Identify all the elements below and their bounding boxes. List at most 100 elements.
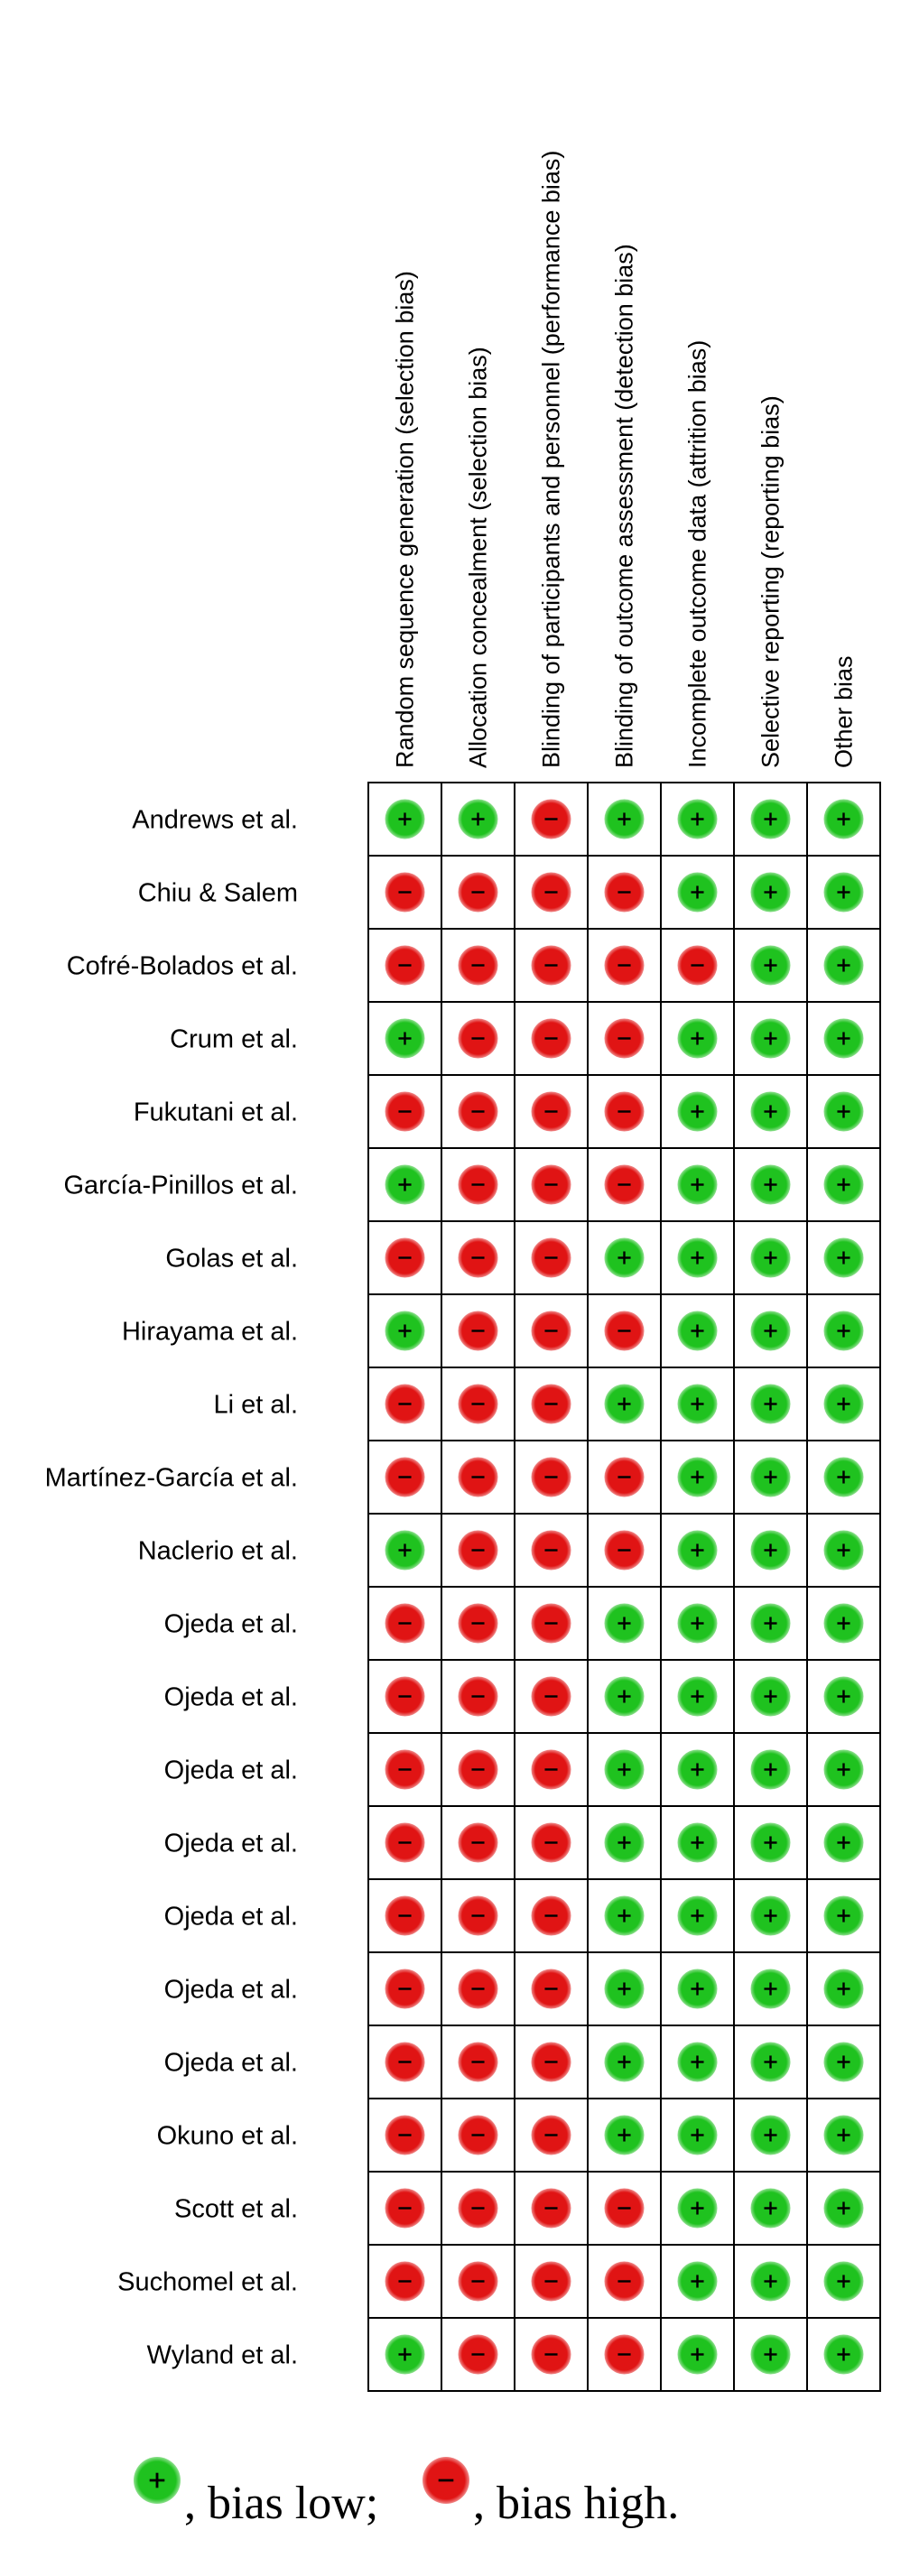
low-risk-mark: [385, 2334, 425, 2375]
high-risk-mark: [531, 1237, 571, 1278]
high-risk-mark: [604, 1311, 645, 1351]
low-risk-mark: [677, 1603, 718, 1644]
study-label: Ojeda et al.: [164, 1903, 298, 1932]
high-risk-mark: [385, 1457, 425, 1497]
low-risk-mark: [750, 1237, 791, 1278]
study-label: Andrews et al.: [132, 806, 298, 835]
high-risk-mark: [604, 1457, 645, 1497]
low-risk-mark: [677, 1749, 718, 1790]
high-risk-mark: [458, 1018, 498, 1059]
low-risk-mark: [823, 799, 864, 839]
low-risk-mark: [823, 1676, 864, 1717]
study-label: Ojeda et al.: [164, 1976, 298, 2005]
low-risk-mark: [604, 799, 645, 839]
high-risk-mark: [458, 1384, 498, 1424]
high-risk-mark: [458, 2115, 498, 2155]
high-risk-mark: [385, 1384, 425, 1424]
low-risk-mark: [750, 1895, 791, 1936]
study-label: Ojeda et al.: [164, 1683, 298, 1712]
low-risk-mark: [385, 1018, 425, 1059]
low-risk-mark: [823, 1311, 864, 1351]
rating-grid: [367, 782, 881, 2392]
low-risk-mark: [677, 2115, 718, 2155]
low-risk-mark: [677, 2188, 718, 2229]
high-risk-mark: [458, 2188, 498, 2229]
study-label: Martínez-García et al.: [45, 1464, 298, 1493]
legend-low-mark: [134, 2457, 181, 2504]
low-risk-mark: [677, 1969, 718, 2009]
study-label: Suchomel et al.: [117, 2268, 298, 2297]
row-labels: Andrews et al. Chiu & Salem Cofré-Bolados …: [45, 806, 298, 2370]
study-label: Ojeda et al.: [164, 1610, 298, 1639]
column-labels: Random sequence generation (selection bi…: [392, 151, 858, 768]
low-risk-mark: [604, 2042, 645, 2082]
low-risk-mark: [677, 1457, 718, 1497]
column-label: Incomplete outcome data (attrition bias): [684, 340, 711, 768]
study-label: Li et al.: [214, 1391, 299, 1420]
low-risk-mark: [823, 1091, 864, 1132]
low-risk-mark: [604, 1237, 645, 1278]
high-risk-mark: [531, 1164, 571, 1205]
high-risk-mark: [531, 1822, 571, 1863]
low-risk-mark: [604, 1749, 645, 1790]
high-risk-mark: [458, 2042, 498, 2082]
high-risk-mark: [385, 945, 425, 986]
high-risk-mark: [531, 1895, 571, 1936]
study-label: Crum et al.: [170, 1025, 298, 1054]
legend-label: , bias high.: [473, 2478, 679, 2529]
low-risk-mark: [750, 1164, 791, 1205]
low-risk-mark: [677, 2261, 718, 2302]
legend-label: , bias low;: [184, 2478, 378, 2529]
high-risk-mark: [385, 872, 425, 913]
high-risk-mark: [531, 2188, 571, 2229]
high-risk-mark: [458, 1676, 498, 1717]
high-risk-mark: [604, 872, 645, 913]
high-risk-mark: [531, 1091, 571, 1132]
low-risk-mark: [604, 1969, 645, 2009]
low-risk-mark: [750, 1457, 791, 1497]
high-risk-mark: [531, 872, 571, 913]
high-risk-mark: [458, 2334, 498, 2375]
study-label: Wyland et al.: [147, 2341, 298, 2370]
high-risk-mark: [458, 1457, 498, 1497]
study-label: Golas et al.: [165, 1245, 298, 1274]
low-risk-mark: [823, 2261, 864, 2302]
column-label: Random sequence generation (selection bi…: [392, 271, 419, 768]
low-risk-mark: [750, 2042, 791, 2082]
high-risk-mark: [531, 1457, 571, 1497]
high-risk-mark: [604, 2188, 645, 2229]
low-risk-mark: [750, 1822, 791, 1863]
low-risk-mark: [750, 1676, 791, 1717]
high-risk-mark: [604, 2334, 645, 2375]
study-label: Scott et al.: [174, 2195, 298, 2224]
low-risk-mark: [677, 1164, 718, 1205]
high-risk-mark: [531, 1311, 571, 1351]
high-risk-mark: [385, 2115, 425, 2155]
low-risk-mark: [604, 1822, 645, 1863]
high-risk-mark: [531, 1969, 571, 2009]
low-risk-mark: [385, 1311, 425, 1351]
low-risk-mark: [750, 1530, 791, 1571]
low-risk-mark: [750, 799, 791, 839]
high-risk-mark: [604, 1091, 645, 1132]
legend: , bias low; , bias high.: [134, 2457, 679, 2529]
high-risk-mark: [531, 2042, 571, 2082]
high-risk-mark: [604, 2261, 645, 2302]
low-risk-mark: [677, 1018, 718, 1059]
high-risk-mark: [458, 1311, 498, 1351]
low-risk-mark: [823, 1749, 864, 1790]
study-label: Fukutani et al.: [134, 1098, 298, 1127]
column-label: Other bias: [831, 655, 858, 768]
low-risk-mark: [385, 1164, 425, 1205]
low-risk-mark: [823, 1603, 864, 1644]
low-risk-mark: [750, 2261, 791, 2302]
high-risk-mark: [458, 1969, 498, 2009]
low-risk-mark: [823, 2042, 864, 2082]
low-risk-mark: [823, 1164, 864, 1205]
high-risk-mark: [531, 799, 571, 839]
low-risk-mark: [677, 1311, 718, 1351]
high-risk-mark: [458, 1603, 498, 1644]
low-risk-mark: [677, 1822, 718, 1863]
high-risk-mark: [385, 2261, 425, 2302]
